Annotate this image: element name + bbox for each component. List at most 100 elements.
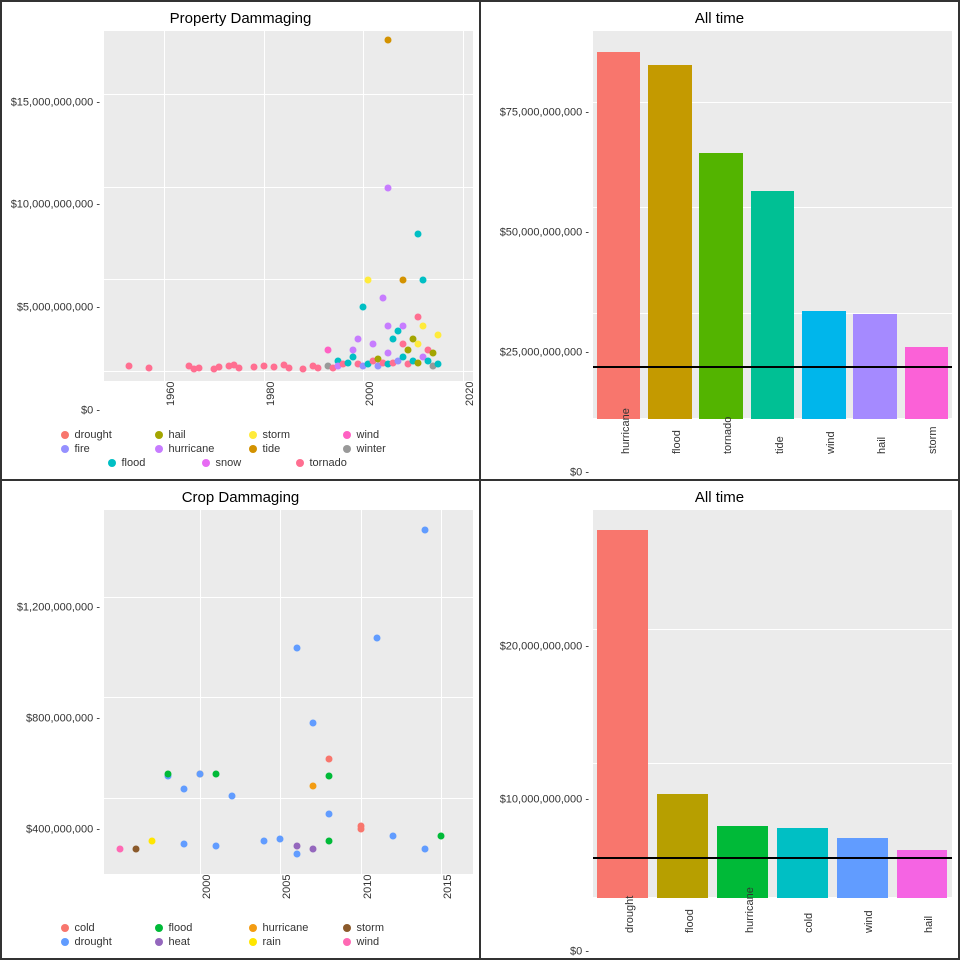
chart-title: Property Dammaging <box>8 10 473 27</box>
legend-item: heat <box>155 936 233 948</box>
x-tick-label: 2010 <box>362 885 374 899</box>
x-tick-label: flood <box>684 919 696 933</box>
x-tick-label: 2005 <box>281 885 293 899</box>
legend-item: storm <box>343 922 421 934</box>
data-point <box>117 845 124 852</box>
legend-swatch-icon <box>249 938 257 946</box>
y-axis: $0 -$10,000,000,000 -$20,000,000,000 - <box>487 510 593 952</box>
legend-item: hurricane <box>249 922 327 934</box>
legend-label: flood <box>122 457 146 469</box>
y-tick-label: $0 - <box>570 468 589 479</box>
legend-label: drought <box>75 936 112 948</box>
y-tick-label: $20,000,000,000 - <box>500 642 589 653</box>
bar <box>751 191 795 419</box>
chart-title: All time <box>487 489 952 506</box>
data-point <box>350 354 357 361</box>
data-point <box>149 838 156 845</box>
y-axis: $0 -$25,000,000,000 -$50,000,000,000 -$7… <box>487 31 593 473</box>
bar <box>717 826 768 898</box>
data-point <box>420 322 427 329</box>
data-point <box>400 276 407 283</box>
data-point <box>415 313 422 320</box>
legend: coldfloodhurricanestormdroughtheatrainwi… <box>8 914 473 952</box>
bar <box>597 530 648 898</box>
legend-label: hurricane <box>263 922 309 934</box>
data-point <box>293 850 300 857</box>
legend-label: tornado <box>310 457 347 469</box>
x-tick-label: 2000 <box>201 885 213 899</box>
bar <box>837 838 888 898</box>
legend-label: hurricane <box>169 443 215 455</box>
data-point <box>197 770 204 777</box>
data-point <box>309 720 316 727</box>
legend-swatch-icon <box>61 924 69 932</box>
legend-label: wind <box>357 429 380 441</box>
bar <box>657 794 708 898</box>
data-point <box>420 276 427 283</box>
x-tick-label: 1960 <box>165 392 177 406</box>
data-point <box>435 331 442 338</box>
x-tick-label: wind <box>825 440 837 454</box>
legend-label: tide <box>263 443 281 455</box>
x-tick-label: 1980 <box>265 392 277 406</box>
legend-label: flood <box>169 922 193 934</box>
data-point <box>293 843 300 850</box>
legend-label: storm <box>263 429 291 441</box>
data-point <box>235 365 242 372</box>
y-tick-label: $10,000,000,000 - <box>11 200 100 211</box>
reference-line <box>593 857 952 859</box>
x-tick-label: tornado <box>722 440 734 454</box>
y-tick-label: $0 - <box>570 947 589 958</box>
panel-property-alltime: All time $0 -$25,000,000,000 -$50,000,00… <box>480 1 959 480</box>
legend-item: snow <box>202 457 280 469</box>
y-tick-label: $75,000,000,000 - <box>500 107 589 118</box>
y-tick-label: $5,000,000,000 - <box>17 303 100 314</box>
data-point <box>373 635 380 642</box>
legend-item: winter <box>343 443 421 455</box>
data-point <box>250 364 257 371</box>
data-point <box>390 335 397 342</box>
data-point <box>350 346 357 353</box>
x-tick-label: 2000 <box>364 392 376 406</box>
legend-label: storm <box>357 922 385 934</box>
data-point <box>315 365 322 372</box>
legend-item: fire <box>61 443 139 455</box>
x-tick-label: hail <box>923 919 935 933</box>
legend-item: wind <box>343 936 421 948</box>
data-point <box>400 354 407 361</box>
legend-label: drought <box>75 429 112 441</box>
panel-property-damage: Property Dammaging $0 -$5,000,000,000 -$… <box>1 1 480 480</box>
y-tick-label: $1,200,000,000 - <box>17 602 100 613</box>
data-point <box>437 833 444 840</box>
data-point <box>355 335 362 342</box>
x-tick-label: flood <box>671 440 683 454</box>
data-point <box>360 304 367 311</box>
x-tick-label: tide <box>774 440 786 454</box>
data-point <box>285 365 292 372</box>
legend-label: fire <box>75 443 90 455</box>
x-tick-label: wind <box>863 919 875 933</box>
legend-item: flood <box>155 922 233 934</box>
legend-label: heat <box>169 936 190 948</box>
data-point <box>380 295 387 302</box>
data-point <box>405 346 412 353</box>
legend-label: wind <box>357 936 380 948</box>
y-tick-label: $400,000,000 - <box>26 825 100 836</box>
plot-area <box>593 510 952 898</box>
x-axis: droughtfloodhurricanecoldwindhail <box>593 898 952 952</box>
x-tick-label: hurricane <box>744 919 756 933</box>
data-point <box>435 361 442 368</box>
data-point <box>325 755 332 762</box>
legend-swatch-icon <box>155 445 163 453</box>
data-point <box>325 773 332 780</box>
data-point <box>400 322 407 329</box>
bar <box>802 311 846 419</box>
legend-swatch-icon <box>108 459 116 467</box>
legend-swatch-icon <box>61 431 69 439</box>
y-tick-label: $25,000,000,000 - <box>500 347 589 358</box>
legend-item: drought <box>61 429 139 441</box>
data-point <box>181 840 188 847</box>
x-tick-label: hail <box>876 440 888 454</box>
data-point <box>430 350 437 357</box>
legend-label: rain <box>263 936 281 948</box>
